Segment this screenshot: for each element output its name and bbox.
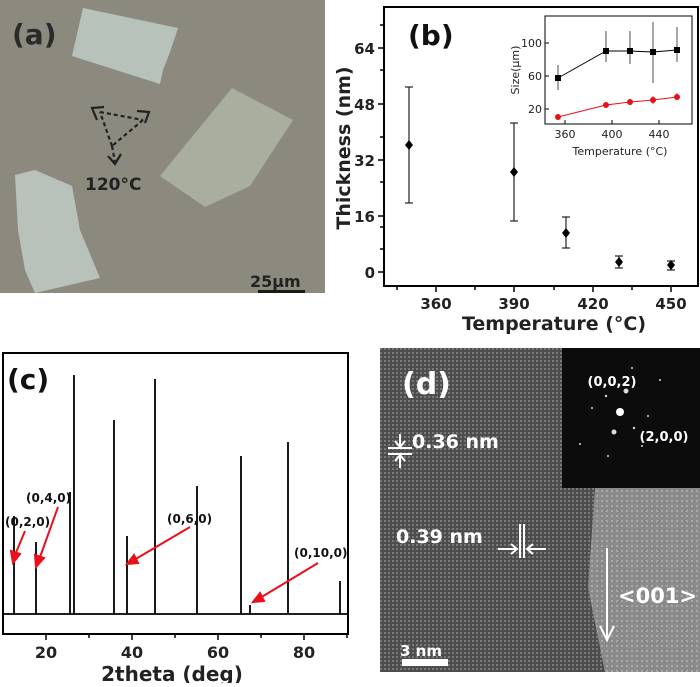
temperature-annotation: 120°C [85, 175, 141, 195]
annotation-020: (0,2,0) [5, 515, 50, 529]
saed-label-200: (2,0,0) [640, 430, 689, 445]
inset-xtick-360: 360 [555, 128, 576, 141]
inset-size-chart: 100 60 20 360 400 440 Temperature (°C) S… [509, 15, 693, 158]
xtick-40: 40 [121, 643, 143, 662]
xtick-390: 390 [498, 295, 529, 310]
x-axis-label-b: Temperature (°C) [461, 313, 647, 335]
xrd-trace [4, 375, 347, 615]
scale-bar [258, 290, 305, 293]
y-axis-label: Thickness (nm) [333, 66, 355, 229]
flake-right [160, 88, 293, 207]
saed-label-002: (0,0,2) [588, 375, 637, 390]
panel-label-b: (b) [408, 19, 454, 52]
hrtem-image: (0,0,2) (2,0,0) (d) 0.36 nm 0.39 nm <001… [380, 348, 700, 672]
spacing-marker-039 [498, 524, 546, 558]
xtick-420: 420 [577, 295, 608, 310]
lattice-direction-arrows-icon [98, 110, 144, 163]
panel-label-d: (d) [402, 367, 451, 402]
annotation-040: (0,4,0) [26, 491, 71, 505]
panel-label-c: (c) [7, 363, 49, 396]
panel-c-xrd-chart: 20 40 60 80 2theta (deg) (c) (0,2,0) (0,… [0, 345, 375, 686]
xtick-60: 60 [207, 643, 229, 662]
panel-d-hrtem-image: (0,0,2) (2,0,0) (d) 0.36 nm 0.39 nm <001… [380, 348, 700, 672]
spacing-label-036: 0.36 nm [412, 431, 499, 453]
xtick-20: 20 [35, 643, 57, 662]
scale-bar-label: 25μm [250, 272, 301, 291]
inset-ytick-20: 20 [528, 103, 542, 116]
ytick-16: 16 [354, 208, 375, 226]
scale-bar-label-d: 3 nm [400, 642, 442, 660]
x-axis-label-c: 2theta (deg) [101, 662, 243, 683]
spacing-marker-036 [388, 434, 412, 468]
thickness-chart: 64 48 32 16 0 360 390 420 450 Thickness … [333, 6, 699, 313]
direction-label: <001> [618, 584, 697, 608]
panel-b-thickness-chart: 64 48 32 16 0 360 390 420 450 Thickness … [322, 0, 700, 313]
annotation-060: (0,6,0) [167, 512, 212, 526]
xtick-80: 80 [293, 643, 315, 662]
direction-arrow-icon [599, 548, 615, 643]
xtick-450: 450 [655, 295, 686, 310]
ytick-48: 48 [354, 96, 375, 114]
ytick-64: 64 [354, 40, 375, 58]
inset-xtick-400: 400 [602, 128, 623, 141]
flake-left [15, 170, 100, 293]
red-arrows [9, 506, 319, 604]
flake-top [72, 8, 178, 84]
inset-ytick-100: 100 [521, 37, 542, 50]
ytick-0: 0 [365, 264, 375, 282]
optical-micrograph: 120°C (a) 25μm [0, 0, 322, 293]
annotation-0100: (0,10,0) [294, 546, 347, 560]
inset-ytick-60: 60 [528, 70, 542, 83]
panel-a-optical-image: 120°C (a) 25μm [0, 0, 322, 293]
inset-y-label: Size(μm) [509, 46, 522, 95]
scale-bar-d [402, 659, 448, 666]
xrd-chart: 20 40 60 80 2theta (deg) (c) (0,2,0) (0,… [2, 352, 349, 686]
spacing-label-039: 0.39 nm [396, 526, 483, 548]
panel-label-a: (a) [12, 18, 57, 51]
saed-inset [562, 348, 700, 488]
inset-xtick-440: 440 [649, 128, 670, 141]
inset-x-label: Temperature (°C) [572, 145, 668, 158]
xtick-360: 360 [420, 295, 451, 310]
ytick-32: 32 [354, 152, 375, 170]
